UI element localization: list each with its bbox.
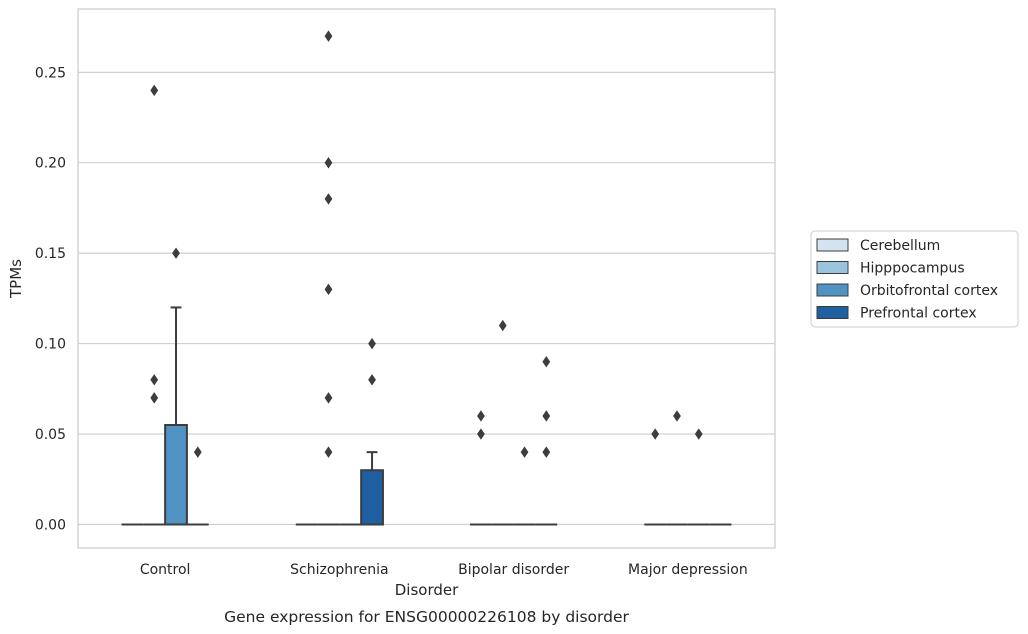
legend-label: Prefrontal cortex [860, 306, 977, 322]
outlier-point [324, 392, 333, 404]
x-tick-label: Major depression [628, 562, 748, 578]
box [360, 469, 384, 526]
box [164, 424, 188, 526]
outlier-point [498, 319, 507, 332]
y-tick-label: 0.25 [35, 65, 66, 81]
outlier-point [324, 446, 333, 458]
outlier-point [673, 410, 681, 422]
legend-swatch [816, 306, 849, 319]
y-tick-label: 0.00 [35, 517, 66, 533]
legend-swatch [816, 238, 849, 252]
plot-frame [77, 8, 776, 549]
y-tick-label: 0.05 [35, 427, 66, 443]
outlier-point [324, 157, 333, 169]
legend-label: Orbitofrontal cortex [860, 283, 998, 299]
y-tick-label: 0.20 [35, 156, 66, 172]
outlier-point [651, 428, 660, 440]
y-axis-label: TPMs [7, 259, 25, 299]
outlier-point [324, 193, 333, 205]
legend-box [810, 230, 1019, 328]
outlier-point [694, 428, 703, 440]
legend-label: Cerebellum [860, 238, 940, 254]
box-group [491, 319, 514, 526]
box-group [164, 247, 188, 526]
outlier-point [542, 446, 551, 458]
y-tick-label: 0.10 [35, 337, 66, 353]
box-plot-marks [121, 30, 732, 526]
box-group [186, 446, 209, 526]
outlier-point [477, 428, 485, 440]
box-group [470, 410, 492, 526]
box-group [687, 428, 710, 526]
outlier-point [150, 84, 159, 97]
legend-swatch [816, 261, 849, 274]
legend-label: Hipppocampus [860, 261, 965, 277]
box-group [513, 446, 536, 526]
box-group [143, 84, 166, 526]
x-tick-label: Bipolar disorder [458, 562, 569, 578]
box-group [666, 410, 688, 526]
box-group [644, 428, 667, 526]
outlier-point [368, 337, 376, 350]
outlier-point [150, 374, 159, 386]
x-tick-label: Schizophrenia [290, 562, 388, 578]
outlier-point [172, 247, 180, 259]
box-group [535, 355, 558, 526]
box-group [317, 30, 340, 526]
x-tick-labels: Control Schizophrenia Bipolar disorder Majo… [140, 562, 748, 578]
outlier-point [324, 283, 333, 296]
outlier-point [520, 446, 529, 458]
outlier-point [542, 355, 551, 368]
x-axis-label: Disorder [395, 581, 459, 599]
x-tick-label: Control [140, 562, 191, 578]
legend: Cerebellum Hipppocampus Orbitofrontal cort… [810, 230, 1019, 328]
outlier-point [193, 446, 202, 458]
chart-caption: Gene expression for ENSG00000226108 by d… [224, 608, 629, 626]
y-tick-labels: 0.00 0.05 0.10 0.15 0.20 0.25 [35, 65, 66, 533]
box-group [360, 337, 384, 526]
legend-swatch [816, 283, 849, 297]
outlier-point [368, 374, 376, 386]
outlier-point [542, 410, 551, 422]
outlier-point [477, 410, 485, 422]
y-tick-label: 0.15 [35, 246, 66, 262]
outlier-point [150, 392, 159, 404]
outlier-point [324, 30, 333, 42]
